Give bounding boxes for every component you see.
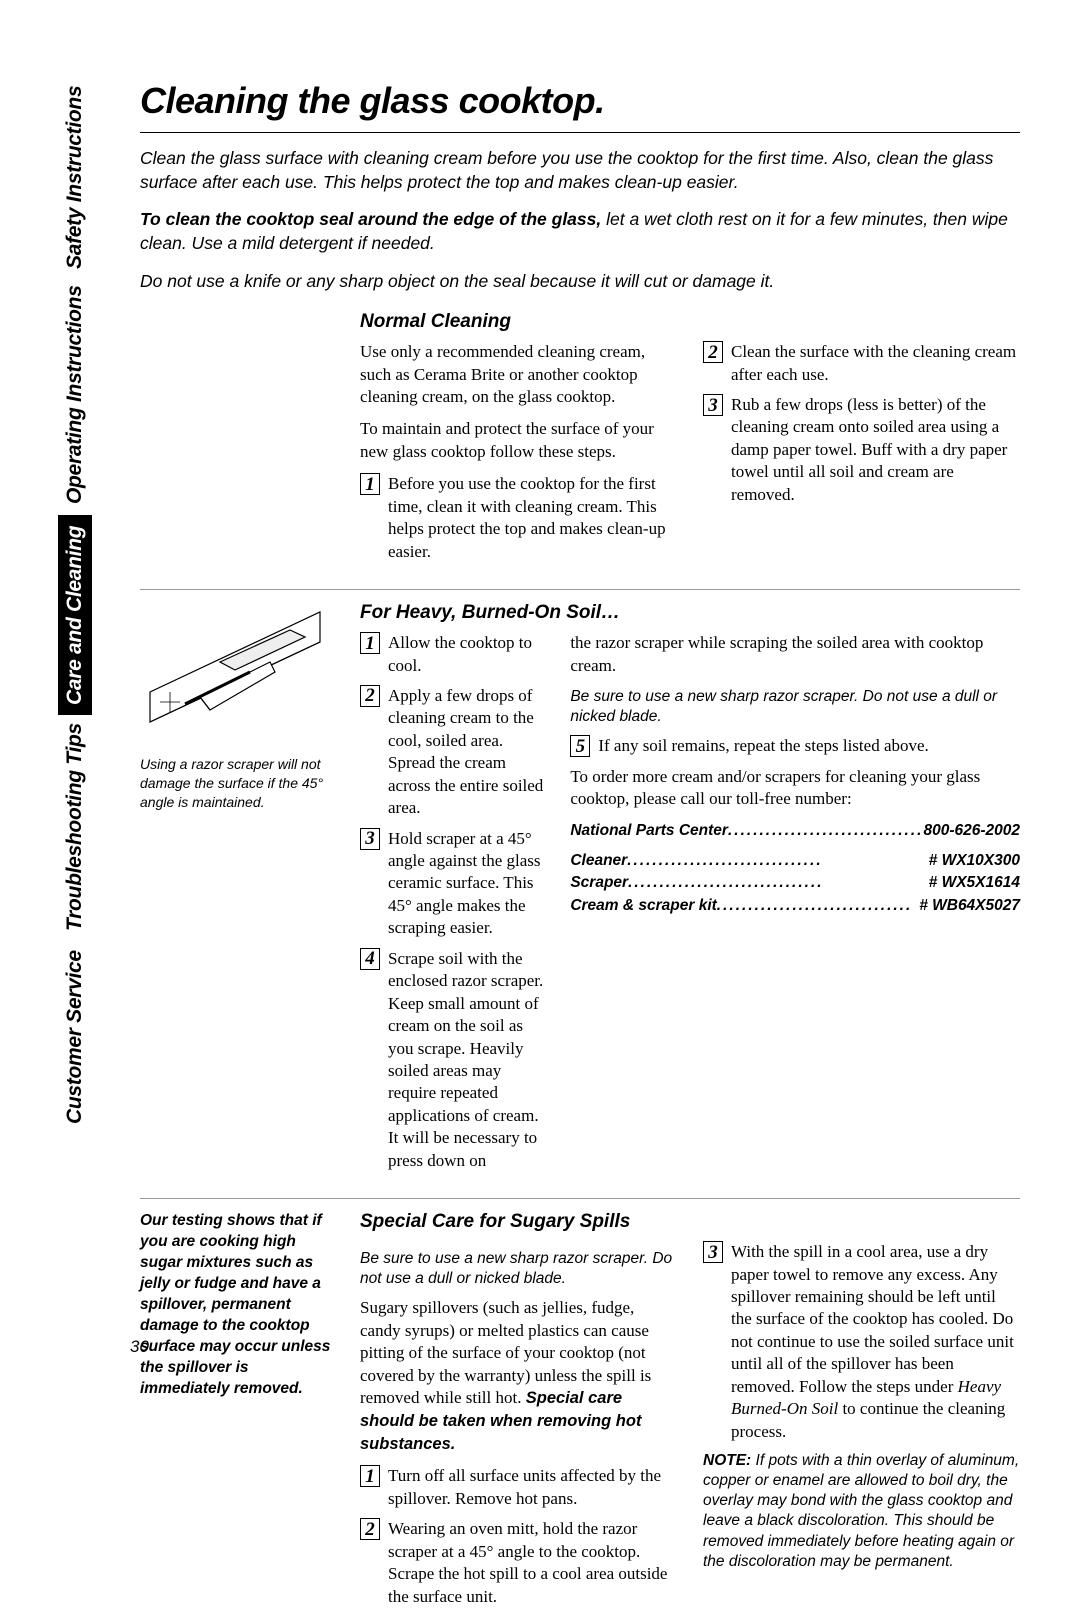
heavy-step3: 3 Hold scraper at a 45° angle against th… bbox=[360, 828, 544, 940]
side-tab[interactable]: Safety Instructions bbox=[58, 80, 92, 275]
sugar-sidebar-text: Our testing shows that if you are cookin… bbox=[140, 1211, 340, 1399]
normal-step3-text: Rub a few drops (less is better) of the … bbox=[731, 394, 1020, 506]
sugar-step2-text: Wearing an oven mitt, hold the razor scr… bbox=[388, 1518, 677, 1608]
heavy-step1: 1 Allow the cooktop to cool. bbox=[360, 632, 544, 677]
page-number: 30 bbox=[130, 1337, 149, 1357]
title-rule bbox=[140, 132, 1020, 133]
heavy-head: For Heavy, Burned-On Soil… bbox=[360, 602, 1020, 624]
heavy-left: Using a razor scraper will not damage th… bbox=[140, 602, 340, 1180]
normal-right: Normal Cleaning Use only a recommended c… bbox=[360, 311, 1020, 571]
section-heavy: Using a razor scraper will not damage th… bbox=[140, 589, 1020, 1180]
part-label: Cleaner bbox=[570, 851, 627, 871]
heavy-step4-text: Scrape soil with the enclosed razor scra… bbox=[388, 948, 544, 1172]
side-tab[interactable]: Customer Service bbox=[58, 940, 92, 1135]
intro-block: Clean the glass surface with cleaning cr… bbox=[140, 147, 1020, 293]
sugar-step3-text: With the spill in a cool area, use a dry… bbox=[731, 1241, 1020, 1443]
sugar-col1: Be sure to use a new sharp razor scraper… bbox=[360, 1241, 677, 1616]
normal-left bbox=[140, 311, 340, 571]
normal-col2: 2 Clean the surface with the cleaning cr… bbox=[703, 341, 1020, 571]
step-number-icon: 2 bbox=[360, 685, 380, 707]
side-tab[interactable]: Care and Cleaning bbox=[58, 515, 92, 715]
page-title: Cleaning the glass cooktop. bbox=[140, 80, 1020, 122]
step-number-icon: 3 bbox=[703, 394, 723, 416]
heavy-step2: 2 Apply a few drops of cleaning cream to… bbox=[360, 685, 544, 820]
parts-line: Cream & scraper kit # WB64X5027 bbox=[570, 896, 1020, 916]
sugar-right: Special Care for Sugary Spills Be sure t… bbox=[360, 1211, 1020, 1616]
heavy-step3-text: Hold scraper at a 45° angle against the … bbox=[388, 828, 544, 940]
step-number-icon: 5 bbox=[570, 735, 590, 757]
intro-p2-bold: To clean the cooktop seal around the edg… bbox=[140, 209, 601, 229]
heavy-step1-text: Allow the cooktop to cool. bbox=[388, 632, 544, 677]
parts-list: Cleaner # WX10X300 Scraper # WX5X1614 Cream … bbox=[570, 851, 1020, 916]
step-number-icon: 2 bbox=[703, 341, 723, 363]
heavy-step5-text: If any soil remains, repeat the steps li… bbox=[598, 735, 1020, 757]
parts-center-value: 800-626-2002 bbox=[923, 821, 1020, 841]
normal-step1: 1 Before you use the cooktop for the fir… bbox=[360, 473, 677, 563]
heavy-step4: 4 Scrape soil with the enclosed razor sc… bbox=[360, 948, 544, 1172]
page-content: Cleaning the glass cooktop. Clean the gl… bbox=[140, 80, 1020, 1616]
dot-leader bbox=[717, 896, 919, 916]
parts-center-line: National Parts Center 800-626-2002 bbox=[570, 821, 1020, 841]
heavy-caption: Using a razor scraper will not damage th… bbox=[140, 755, 340, 812]
normal-step2: 2 Clean the surface with the cleaning cr… bbox=[703, 341, 1020, 386]
parts-line: Cleaner # WX10X300 bbox=[570, 851, 1020, 871]
section-normal: Normal Cleaning Use only a recommended c… bbox=[140, 311, 1020, 571]
sugar-head: Special Care for Sugary Spills bbox=[360, 1211, 1020, 1233]
note-text: If pots with a thin overlay of aluminum,… bbox=[703, 1452, 1019, 1570]
normal-step3: 3 Rub a few drops (less is better) of th… bbox=[703, 394, 1020, 506]
sugar-step1: 1 Turn off all surface units affected by… bbox=[360, 1465, 677, 1510]
section-sugar: Our testing shows that if you are cookin… bbox=[140, 1198, 1020, 1616]
part-value: # WB64X5027 bbox=[919, 896, 1020, 916]
normal-col1: Use only a recommended cleaning cream, s… bbox=[360, 341, 677, 571]
note-label: NOTE: bbox=[703, 1452, 751, 1469]
normal-step1-text: Before you use the cooktop for the first… bbox=[388, 473, 677, 563]
sugar-note: Be sure to use a new sharp razor scraper… bbox=[360, 1249, 677, 1289]
side-tab[interactable]: Operating Instructions bbox=[58, 275, 92, 515]
sugar-step2: 2 Wearing an oven mitt, hold the razor s… bbox=[360, 1518, 677, 1608]
normal-head: Normal Cleaning bbox=[360, 311, 1020, 333]
part-label: Cream & scraper kit bbox=[570, 896, 716, 916]
step-number-icon: 3 bbox=[703, 1241, 723, 1263]
sugar-note-block: NOTE: If pots with a thin overlay of alu… bbox=[703, 1451, 1020, 1572]
sugar-step3-a: With the spill in a cool area, use a dry… bbox=[731, 1242, 1014, 1396]
step-number-icon: 1 bbox=[360, 632, 380, 654]
sugar-p1: Sugary spillovers (such as jellies, fudg… bbox=[360, 1297, 677, 1455]
side-tabs: Safety InstructionsOperating Instruction… bbox=[58, 80, 92, 1170]
step-number-icon: 2 bbox=[360, 1518, 380, 1540]
dot-leader bbox=[728, 821, 924, 841]
heavy-order: To order more cream and/or scrapers for … bbox=[570, 766, 1020, 811]
sugar-step1-text: Turn off all surface units affected by t… bbox=[388, 1465, 677, 1510]
parts-center-label: National Parts Center bbox=[570, 821, 728, 841]
step-number-icon: 4 bbox=[360, 948, 380, 970]
sugar-step3: 3 With the spill in a cool area, use a d… bbox=[703, 1241, 1020, 1443]
step-number-icon: 1 bbox=[360, 1465, 380, 1487]
normal-p1: Use only a recommended cleaning cream, s… bbox=[360, 341, 677, 408]
sugar-left: Our testing shows that if you are cookin… bbox=[140, 1211, 340, 1616]
dot-leader bbox=[628, 873, 929, 893]
heavy-step2-text: Apply a few drops of cleaning cream to t… bbox=[388, 685, 544, 820]
step-number-icon: 1 bbox=[360, 473, 380, 495]
normal-step2-text: Clean the surface with the cleaning crea… bbox=[731, 341, 1020, 386]
normal-p2: To maintain and protect the surface of y… bbox=[360, 418, 677, 463]
scraper-illustration bbox=[140, 602, 330, 732]
parts-line: Scraper # WX5X1614 bbox=[570, 873, 1020, 893]
heavy-step4-cont: the razor scraper while scraping the soi… bbox=[570, 632, 1020, 677]
heavy-right: For Heavy, Burned-On Soil… 1 Allow the c… bbox=[360, 602, 1020, 1180]
intro-p3: Do not use a knife or any sharp object o… bbox=[140, 270, 1020, 294]
side-tab[interactable]: Troubleshooting Tips bbox=[58, 715, 92, 940]
part-value: # WX5X1614 bbox=[929, 873, 1020, 893]
intro-p1: Clean the glass surface with cleaning cr… bbox=[140, 147, 1020, 194]
part-label: Scraper bbox=[570, 873, 628, 893]
sugar-col2: 3 With the spill in a cool area, use a d… bbox=[703, 1241, 1020, 1616]
heavy-step5: 5 If any soil remains, repeat the steps … bbox=[570, 735, 1020, 757]
heavy-note: Be sure to use a new sharp razor scraper… bbox=[570, 687, 1020, 727]
intro-p2: To clean the cooktop seal around the edg… bbox=[140, 208, 1020, 255]
heavy-col2: the razor scraper while scraping the soi… bbox=[570, 632, 1020, 1180]
step-number-icon: 3 bbox=[360, 828, 380, 850]
part-value: # WX10X300 bbox=[929, 851, 1020, 871]
heavy-col1: 1 Allow the cooktop to cool. 2 Apply a f… bbox=[360, 632, 544, 1180]
dot-leader bbox=[627, 851, 928, 871]
